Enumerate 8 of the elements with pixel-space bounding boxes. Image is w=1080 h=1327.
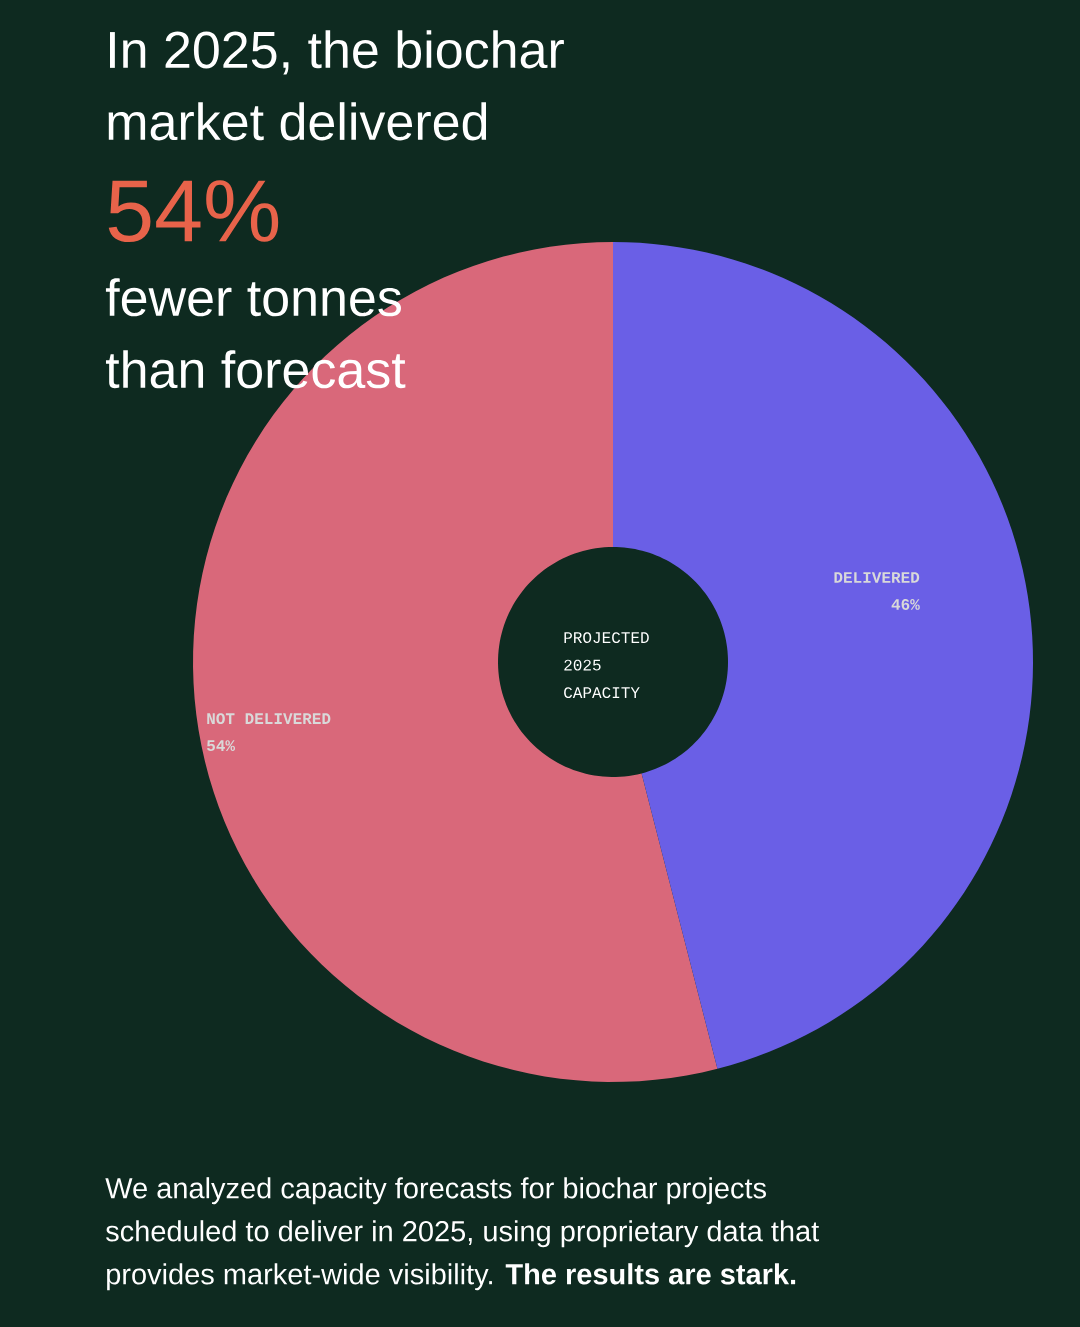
chart-title: In 2025, the biochar market delivered (108, 30, 564, 141)
slice-label: DELIVERED (834, 572, 920, 583)
text: 54% (108, 180, 279, 243)
slice-label: NOT DELIVERED (207, 713, 331, 725)
text: PROJECTED 2025 CAPACITY (564, 632, 649, 699)
text: We analyzed capacity forecasts for biochar projects scheduled to deliver in 2025, using proprietary data that provides market-wide visibility. The results are stark. (105, 1177, 820, 1291)
data-label: 54% (207, 740, 236, 752)
data-label: 46% (891, 599, 920, 610)
